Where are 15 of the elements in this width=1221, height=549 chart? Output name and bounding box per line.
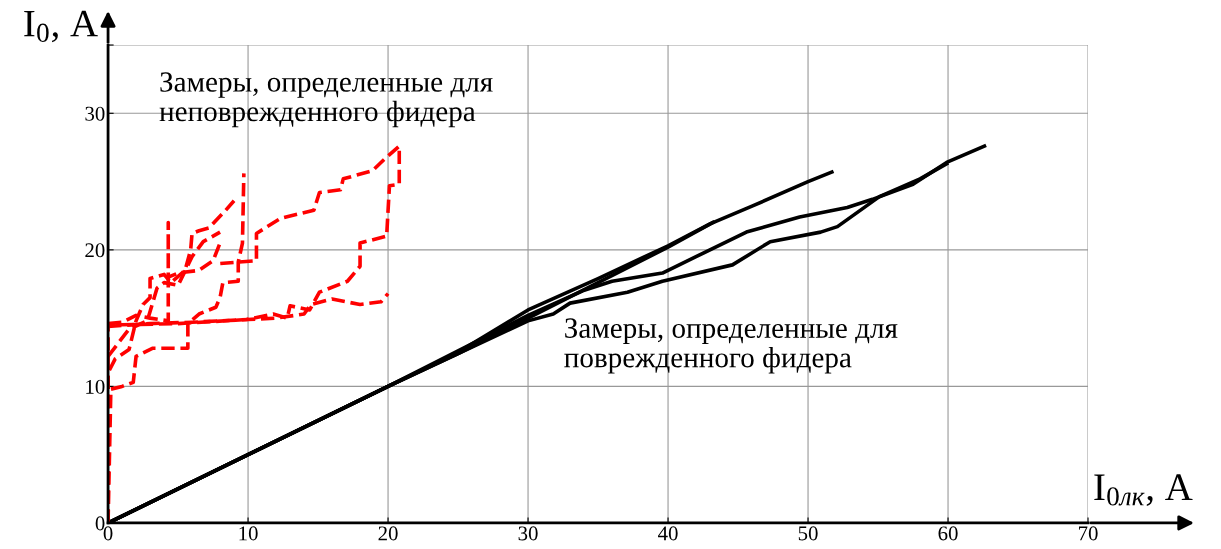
annotation: Замеры, определенные для неповрежденного фидера bbox=[159, 72, 493, 128]
annotation: Замеры, определенные для поврежденного фидера bbox=[564, 318, 898, 374]
x-tick-label: 60 bbox=[938, 526, 958, 541]
x-tick-label: 30 bbox=[518, 526, 538, 541]
y-tick-label: 10 bbox=[86, 379, 105, 394]
x-tick-label: 10 bbox=[239, 526, 258, 541]
x-axis-title: I$_{0лк}$, A bbox=[1094, 474, 1193, 506]
y-axis-title: I$_{0}$, A bbox=[24, 10, 98, 43]
x-tick-label: 40 bbox=[658, 526, 678, 541]
y-tick-label: 20 bbox=[85, 243, 105, 258]
y-tick-label: 0 bbox=[95, 516, 105, 531]
x-tick-label: 20 bbox=[378, 526, 398, 541]
x-tick-label: 70 bbox=[1078, 526, 1098, 541]
y-tick-label: 30 bbox=[85, 106, 105, 121]
x-tick-label: 50 bbox=[798, 526, 818, 541]
